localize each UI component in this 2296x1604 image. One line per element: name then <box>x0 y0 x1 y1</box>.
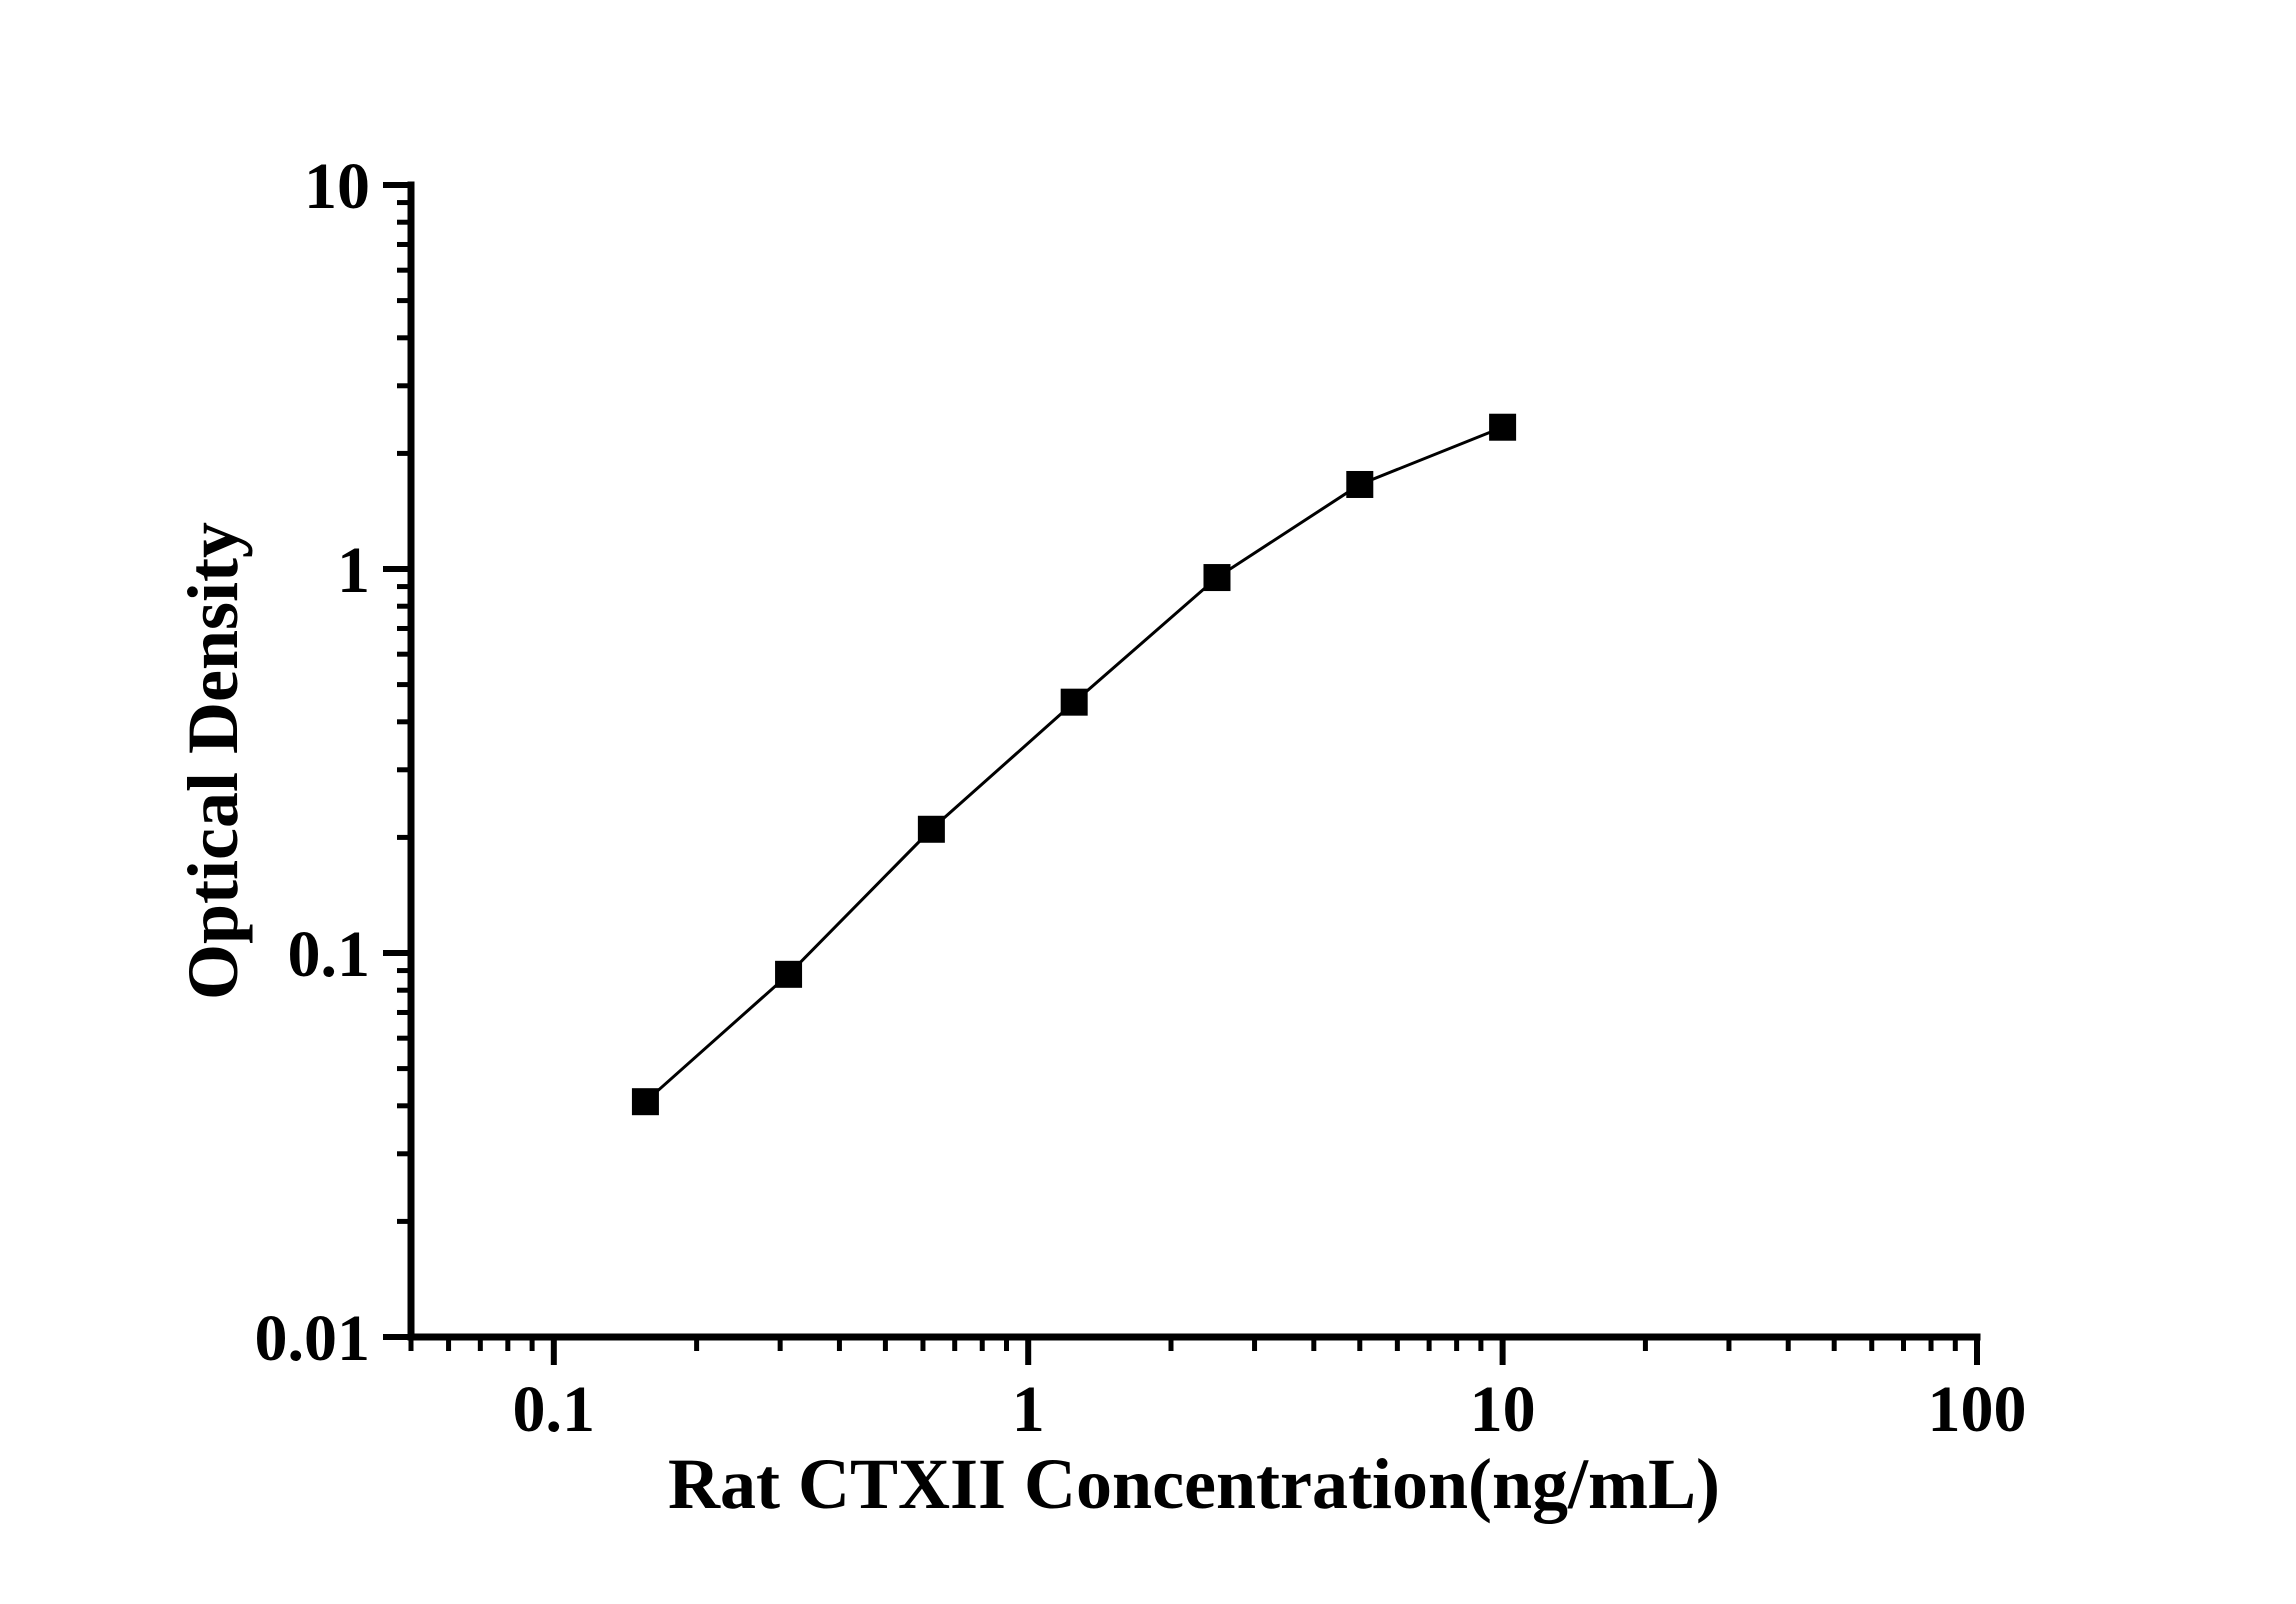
data-point-marker <box>1489 413 1517 441</box>
data-point-marker <box>775 960 803 988</box>
y-tick-label: 1 <box>337 534 370 607</box>
data-point-marker <box>917 815 945 843</box>
data-point-marker <box>1060 688 1088 716</box>
x-tick-label: 1 <box>1012 1373 1045 1446</box>
y-tick-label: 0.1 <box>288 918 371 991</box>
x-tick-label: 100 <box>1928 1373 2027 1446</box>
series-line <box>644 425 1504 1103</box>
data-point-marker <box>1346 470 1374 498</box>
y-tick-label: 10 <box>304 150 370 223</box>
y-tick-label: 0.01 <box>255 1302 371 1375</box>
y-axis-title: Optical Density <box>173 522 253 1000</box>
x-axis-title: Rat CTXII Concentration(ng/mL) <box>668 1444 1720 1524</box>
data-point-marker <box>631 1088 659 1116</box>
x-tick-label: 10 <box>1470 1373 1536 1446</box>
x-tick-label: 0.1 <box>513 1373 596 1446</box>
axes-spines <box>407 181 1981 1341</box>
data-point-marker <box>1203 564 1231 592</box>
